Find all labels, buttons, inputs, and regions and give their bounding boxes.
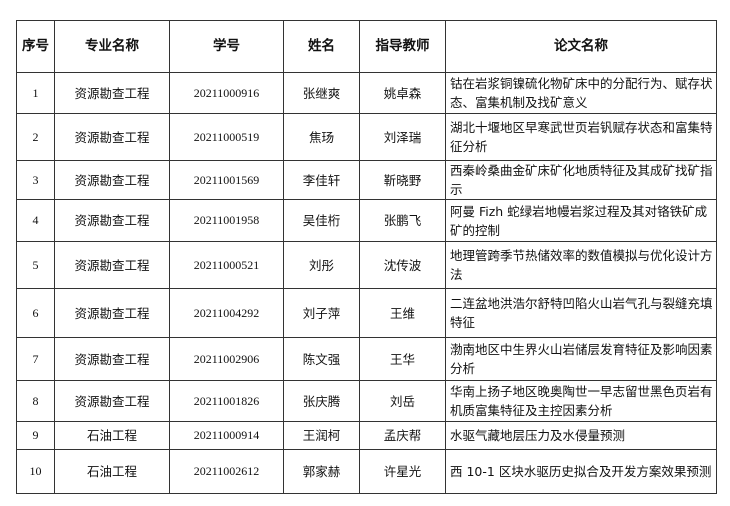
name-cell: 刘彤 [283, 241, 360, 289]
row-number: 1 [16, 72, 55, 114]
name-cell: 焦玚 [283, 113, 360, 161]
row-number: 9 [16, 421, 55, 450]
row-number: 2 [16, 113, 55, 161]
thesis-title-cell: 钴在岩浆铜镍硫化物矿床中的分配行为、赋存状态、富集机制及找矿意义 [445, 72, 717, 114]
student-id-cell: 20211002906 [169, 337, 284, 381]
table-row: 5 资源勘查工程 20211000521 刘彤 沈传波 地理管跨季节热储效率的数值模拟与优… [16, 241, 717, 289]
table-row: 9 石油工程 20211000914 王润柯 孟庆帮 水驱气藏地层压力及水侵量预测 [16, 421, 717, 450]
thesis-title-cell: 二连盆地洪浩尔舒特凹陷火山岩气孔与裂缝充填特征 [445, 288, 717, 338]
thesis-table: 序号 专业名称 学号 姓名 指导教师 论文名称 1 资源勘查工程 202110009… [16, 20, 717, 494]
thesis-title-cell: 西秦岭桑曲金矿床矿化地质特征及其成矿找矿指示 [445, 160, 717, 200]
advisor-cell: 孟庆帮 [359, 421, 446, 450]
row-number: 5 [16, 241, 55, 289]
student-id-cell: 20211002612 [169, 449, 284, 494]
thesis-title-cell: 西 10-1 区块水驱历史拟合及开发方案效果预测 [445, 449, 717, 494]
thesis-title-cell: 渤南地区中生界火山岩储层发育特征及影响因素分析 [445, 337, 717, 381]
student-id-cell: 20211004292 [169, 288, 284, 338]
student-id-cell: 20211000519 [169, 113, 284, 161]
student-id-cell: 20211000914 [169, 421, 284, 450]
table-row: 2 资源勘查工程 20211000519 焦玚 刘泽瑞 湖北十堰地区早寒武世页岩钒赋存状态… [16, 113, 717, 161]
name-cell: 刘子萍 [283, 288, 360, 338]
name-cell: 郭家赫 [283, 449, 360, 494]
name-cell: 张继爽 [283, 72, 360, 114]
name-cell: 李佳轩 [283, 160, 360, 200]
table-header-row: 序号 专业名称 学号 姓名 指导教师 论文名称 [16, 20, 717, 73]
major-cell: 资源勘查工程 [54, 241, 170, 289]
table-row: 7 资源勘查工程 20211002906 陈文强 王华 渤南地区中生界火山岩储层发育特征及… [16, 337, 717, 381]
header-student-id: 学号 [169, 20, 284, 73]
table-row: 3 资源勘查工程 20211001569 李佳轩 靳晓野 西秦岭桑曲金矿床矿化地质特征及其… [16, 160, 717, 200]
major-cell: 资源勘查工程 [54, 199, 170, 242]
advisor-cell: 刘岳 [359, 380, 446, 422]
major-cell: 资源勘查工程 [54, 380, 170, 422]
table-row: 6 资源勘查工程 20211004292 刘子萍 王维 二连盆地洪浩尔舒特凹陷火山岩气孔与… [16, 288, 717, 338]
major-cell: 资源勘查工程 [54, 337, 170, 381]
row-number: 6 [16, 288, 55, 338]
major-cell: 石油工程 [54, 421, 170, 450]
thesis-title-cell: 阿曼 Fizh 蛇绿岩地幔岩浆过程及其对铬铁矿成矿的控制 [445, 199, 717, 242]
student-id-cell: 20211001958 [169, 199, 284, 242]
major-cell: 资源勘查工程 [54, 113, 170, 161]
advisor-cell: 姚卓森 [359, 72, 446, 114]
student-id-cell: 20211000521 [169, 241, 284, 289]
advisor-cell: 刘泽瑞 [359, 113, 446, 161]
student-id-cell: 20211000916 [169, 72, 284, 114]
advisor-cell: 王维 [359, 288, 446, 338]
header-seq: 序号 [16, 20, 55, 73]
thesis-title-cell: 华南上扬子地区晚奥陶世一早志留世黑色页岩有机质富集特征及主控因素分析 [445, 380, 717, 422]
row-number: 10 [16, 449, 55, 494]
header-thesis-title: 论文名称 [445, 20, 717, 73]
major-cell: 资源勘查工程 [54, 72, 170, 114]
table-row: 4 资源勘查工程 20211001958 吴佳桁 张鹏飞 阿曼 Fizh 蛇绿岩地幔岩浆过… [16, 199, 717, 242]
advisor-cell: 许星光 [359, 449, 446, 494]
header-major: 专业名称 [54, 20, 170, 73]
thesis-title-cell: 地理管跨季节热储效率的数值模拟与优化设计方法 [445, 241, 717, 289]
table-row: 1 资源勘查工程 20211000916 张继爽 姚卓森 钴在岩浆铜镍硫化物矿床中的分配行… [16, 72, 717, 114]
thesis-title-cell: 水驱气藏地层压力及水侵量预测 [445, 421, 717, 450]
advisor-cell: 靳晓野 [359, 160, 446, 200]
table-row: 8 资源勘查工程 20211001826 张庆腾 刘岳 华南上扬子地区晚奥陶世一早志留世黑… [16, 380, 717, 422]
major-cell: 石油工程 [54, 449, 170, 494]
advisor-cell: 沈传波 [359, 241, 446, 289]
major-cell: 资源勘查工程 [54, 160, 170, 200]
row-number: 4 [16, 199, 55, 242]
row-number: 7 [16, 337, 55, 381]
row-number: 8 [16, 380, 55, 422]
name-cell: 王润柯 [283, 421, 360, 450]
table-row: 10 石油工程 20211002612 郭家赫 许星光西 10-1 区块水驱历史拟合及开… [16, 449, 717, 494]
name-cell: 陈文强 [283, 337, 360, 381]
row-number: 3 [16, 160, 55, 200]
advisor-cell: 张鹏飞 [359, 199, 446, 242]
name-cell: 吴佳桁 [283, 199, 360, 242]
thesis-title-cell: 湖北十堰地区早寒武世页岩钒赋存状态和富集特征分析 [445, 113, 717, 161]
major-cell: 资源勘查工程 [54, 288, 170, 338]
header-advisor: 指导教师 [359, 20, 446, 73]
name-cell: 张庆腾 [283, 380, 360, 422]
student-id-cell: 20211001826 [169, 380, 284, 422]
header-name: 姓名 [283, 20, 360, 73]
advisor-cell: 王华 [359, 337, 446, 381]
student-id-cell: 20211001569 [169, 160, 284, 200]
